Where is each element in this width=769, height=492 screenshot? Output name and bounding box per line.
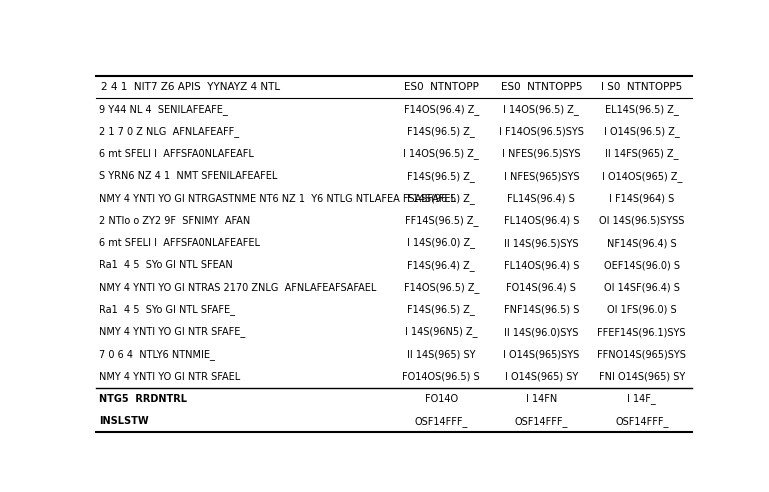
Text: II 14S(96.0)SYS: II 14S(96.0)SYS: [504, 327, 578, 337]
Text: Ra1  4 5  SYo GI NTL SFAFE_: Ra1 4 5 SYo GI NTL SFAFE_: [99, 305, 235, 315]
Text: S YRN6 NZ 4 1  NMT SFENILAFEAFEL: S YRN6 NZ 4 1 NMT SFENILAFEAFEL: [99, 171, 278, 181]
Text: 2 NTlo o ZY2 9F  SFNIMY  AFAN: 2 NTlo o ZY2 9F SFNIMY AFAN: [99, 216, 251, 226]
Text: I 14OS(96.5) Z_: I 14OS(96.5) Z_: [504, 104, 579, 115]
Text: OI 14S(96.5)SYSS: OI 14S(96.5)SYSS: [599, 216, 684, 226]
Text: I 14S(96.0) Z_: I 14S(96.0) Z_: [408, 238, 475, 248]
Text: OI 1FS(96.0) S: OI 1FS(96.0) S: [607, 305, 677, 315]
Text: I NFES(965)SYS: I NFES(965)SYS: [504, 171, 579, 181]
Text: FFNO14S(965)SYS: FFNO14S(965)SYS: [598, 349, 686, 359]
Text: 2 4 1  NIT7 Z6 APIS  YYNAYZ 4 NTL: 2 4 1 NIT7 Z6 APIS YYNAYZ 4 NTL: [101, 82, 280, 92]
Text: FO14S(96.4) S: FO14S(96.4) S: [506, 282, 576, 293]
Text: FL14OS(96.4) S: FL14OS(96.4) S: [504, 260, 579, 270]
Text: F14OS(96.4) Z_: F14OS(96.4) Z_: [404, 104, 479, 115]
Text: 9 Y44 NL 4  SENILAFEAFE_: 9 Y44 NL 4 SENILAFEAFE_: [99, 104, 228, 115]
Text: INSLSTW: INSLSTW: [99, 416, 148, 426]
Text: OEF14S(96.0) S: OEF14S(96.0) S: [604, 260, 680, 270]
Text: F14S(96.5) Z_: F14S(96.5) Z_: [408, 305, 475, 315]
Text: OSF14FFF_: OSF14FFF_: [615, 416, 668, 427]
Text: NMY 4 YNTI YO GI NTR SFAEL: NMY 4 YNTI YO GI NTR SFAEL: [99, 371, 241, 382]
Text: FO14OS(96.5) S: FO14OS(96.5) S: [402, 371, 480, 382]
Text: ES0  NTNTOPP5: ES0 NTNTOPP5: [501, 82, 582, 92]
Text: FNF14S(96.5) S: FNF14S(96.5) S: [504, 305, 579, 315]
Text: FL14S(96.4) S: FL14S(96.4) S: [508, 193, 575, 204]
Text: I 14S(96N5) Z_: I 14S(96N5) Z_: [405, 327, 478, 338]
Text: 6 mt SFELI I  AFFSFA0NLAFEAFL: 6 mt SFELI I AFFSFA0NLAFEAFL: [99, 149, 254, 159]
Text: II 14S(96.5)SYS: II 14S(96.5)SYS: [504, 238, 578, 248]
Text: OI 14SF(96.4) S: OI 14SF(96.4) S: [604, 282, 680, 293]
Text: I O14S(96.5) Z_: I O14S(96.5) Z_: [604, 126, 680, 137]
Text: FF14S(96.5) Z_: FF14S(96.5) Z_: [404, 215, 478, 226]
Text: I O14S(965) SY: I O14S(965) SY: [504, 371, 578, 382]
Text: OSF14FFF_: OSF14FFF_: [414, 416, 468, 427]
Text: I NFES(96.5)SYS: I NFES(96.5)SYS: [502, 149, 581, 159]
Text: FO14O: FO14O: [424, 394, 458, 404]
Text: 7 0 6 4  NTLY6 NTNMIE_: 7 0 6 4 NTLY6 NTNMIE_: [99, 349, 215, 360]
Text: I S0  NTNTOPP5: I S0 NTNTOPP5: [601, 82, 682, 92]
Text: F14S(96.4) Z_: F14S(96.4) Z_: [408, 260, 475, 271]
Text: NMY 4 YNTI YO GI NTRGASTNME NT6 NZ 1  Y6 NTLG NTLAFEA FSASFAFEL: NMY 4 YNTI YO GI NTRGASTNME NT6 NZ 1 Y6 …: [99, 193, 456, 204]
Text: 6 mt SFELI I  AFFSFA0NLAFEAFEL: 6 mt SFELI I AFFSFA0NLAFEAFEL: [99, 238, 260, 248]
Text: NMY 4 YNTI YO GI NTR SFAFE_: NMY 4 YNTI YO GI NTR SFAFE_: [99, 327, 245, 338]
Text: I O14S(965)SYS: I O14S(965)SYS: [503, 349, 580, 359]
Text: ES0  NTNTOPP: ES0 NTNTOPP: [404, 82, 478, 92]
Text: FL14OS(96.4) S: FL14OS(96.4) S: [504, 216, 579, 226]
Text: II 14FS(965) Z_: II 14FS(965) Z_: [605, 149, 678, 159]
Text: OSF14FFF_: OSF14FFF_: [514, 416, 568, 427]
Text: I O14OS(965) Z_: I O14OS(965) Z_: [601, 171, 682, 182]
Text: NMY 4 YNTI YO GI NTRAS 2170 ZNLG  AFNLAFEAFSAFAEL: NMY 4 YNTI YO GI NTRAS 2170 ZNLG AFNLAFE…: [99, 282, 377, 293]
Text: NF14S(96.4) S: NF14S(96.4) S: [607, 238, 677, 248]
Text: I 14F_: I 14F_: [628, 394, 656, 404]
Text: I F14S(964) S: I F14S(964) S: [609, 193, 674, 204]
Text: I 14OS(96.5) Z_: I 14OS(96.5) Z_: [403, 149, 479, 159]
Text: F14S(96.5) Z_: F14S(96.5) Z_: [408, 126, 475, 137]
Text: I 14FN: I 14FN: [526, 394, 557, 404]
Text: FFEF14S(96.1)SYS: FFEF14S(96.1)SYS: [598, 327, 686, 337]
Text: F14OS(96.5) Z_: F14OS(96.5) Z_: [404, 282, 479, 293]
Text: II 14S(965) SY: II 14S(965) SY: [407, 349, 475, 359]
Text: Ra1  4 5  SYo GI NTL SFEAN: Ra1 4 5 SYo GI NTL SFEAN: [99, 260, 233, 270]
Text: I F14OS(96.5)SYS: I F14OS(96.5)SYS: [499, 127, 584, 137]
Text: F14S(96.5) Z_: F14S(96.5) Z_: [408, 193, 475, 204]
Text: EL14S(96.5) Z_: EL14S(96.5) Z_: [605, 104, 678, 115]
Text: NTG5  RRDNTRL: NTG5 RRDNTRL: [99, 394, 187, 404]
Text: 2 1 7 0 Z NLG  AFNLAFEAFF_: 2 1 7 0 Z NLG AFNLAFEAFF_: [99, 126, 239, 137]
Text: F14S(96.5) Z_: F14S(96.5) Z_: [408, 171, 475, 182]
Text: FNI O14S(965) SY: FNI O14S(965) SY: [598, 371, 685, 382]
